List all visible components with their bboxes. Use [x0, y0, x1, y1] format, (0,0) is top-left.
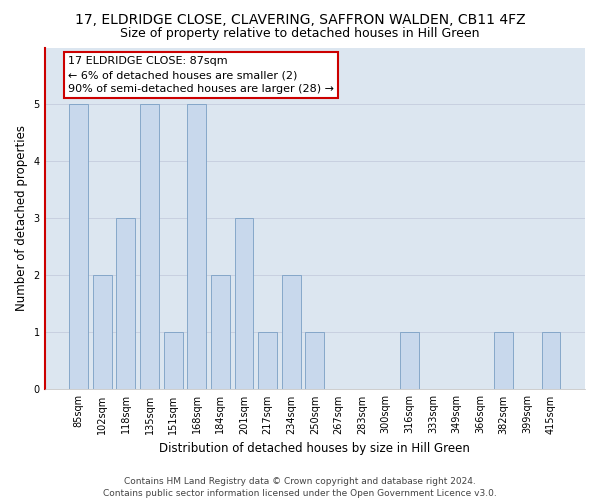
- Bar: [282, 276, 301, 390]
- Bar: [305, 332, 324, 390]
- Text: 17, ELDRIDGE CLOSE, CLAVERING, SAFFRON WALDEN, CB11 4FZ: 17, ELDRIDGE CLOSE, CLAVERING, SAFFRON W…: [74, 12, 526, 26]
- Bar: [494, 332, 513, 390]
- Bar: [140, 104, 159, 390]
- Bar: [164, 332, 182, 390]
- X-axis label: Distribution of detached houses by size in Hill Green: Distribution of detached houses by size …: [160, 442, 470, 455]
- Text: Size of property relative to detached houses in Hill Green: Size of property relative to detached ho…: [120, 28, 480, 40]
- Bar: [258, 332, 277, 390]
- Y-axis label: Number of detached properties: Number of detached properties: [15, 126, 28, 312]
- Bar: [116, 218, 136, 390]
- Bar: [187, 104, 206, 390]
- Text: Contains HM Land Registry data © Crown copyright and database right 2024.
Contai: Contains HM Land Registry data © Crown c…: [103, 476, 497, 498]
- Bar: [542, 332, 560, 390]
- Bar: [400, 332, 419, 390]
- Bar: [235, 218, 253, 390]
- Bar: [69, 104, 88, 390]
- Bar: [93, 276, 112, 390]
- Bar: [211, 276, 230, 390]
- Text: 17 ELDRIDGE CLOSE: 87sqm
← 6% of detached houses are smaller (2)
90% of semi-det: 17 ELDRIDGE CLOSE: 87sqm ← 6% of detache…: [68, 56, 334, 94]
